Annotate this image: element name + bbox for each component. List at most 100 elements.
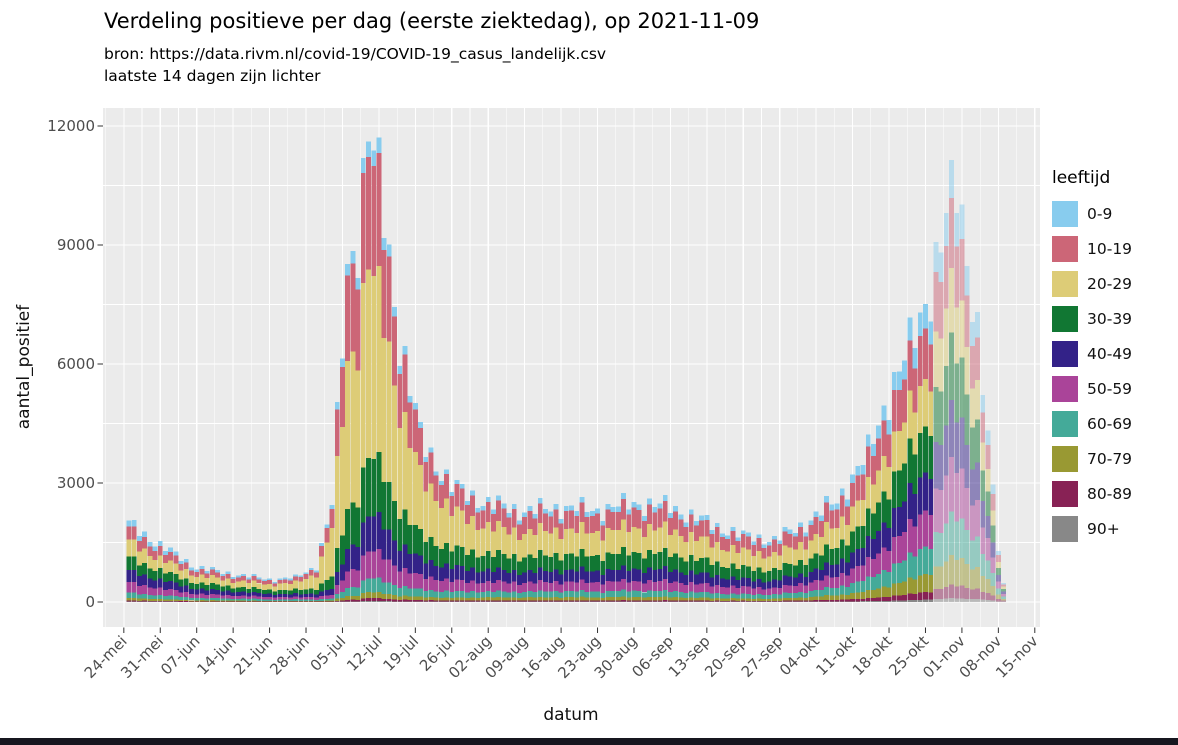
bar-day — [215, 570, 220, 602]
plot-subtitle-source: bron: https://data.rivm.nl/covid-19/COVI… — [104, 45, 607, 63]
bar-day — [876, 425, 882, 602]
plot-subtitle-note: laatste 14 dagen zijn lichter — [104, 67, 321, 85]
bar-day — [137, 536, 142, 602]
bar-day — [829, 504, 835, 602]
bar-day — [407, 395, 413, 602]
legend-swatch — [1052, 516, 1078, 542]
bar-day — [813, 511, 819, 602]
legend-label: 20-29 — [1087, 275, 1133, 293]
legend-swatch — [1052, 201, 1078, 227]
bar-day — [694, 521, 699, 602]
bar-day — [261, 579, 267, 602]
bar-day — [563, 506, 569, 602]
legend-swatch — [1052, 411, 1078, 437]
bar-day — [610, 507, 616, 602]
bar-day — [277, 578, 283, 602]
bar-day — [355, 278, 361, 602]
x-tick-label: 11-okt — [812, 632, 859, 679]
bar-day — [303, 572, 309, 602]
bar-day — [891, 372, 897, 602]
bar-day — [579, 496, 585, 602]
bar-day — [657, 503, 663, 602]
bar-day — [917, 312, 923, 602]
bar-day — [959, 204, 965, 602]
bar-day — [782, 527, 788, 602]
legend-swatch — [1052, 481, 1078, 507]
legend-swatch — [1052, 376, 1078, 402]
bar-day — [798, 522, 803, 602]
bar-day — [912, 347, 918, 602]
bar-day — [230, 577, 236, 602]
bar-day — [511, 504, 517, 602]
bar-day — [433, 471, 439, 602]
legend-label: 40-49 — [1087, 345, 1133, 363]
bar-day — [949, 160, 954, 602]
legend-label: 0-9 — [1087, 205, 1113, 223]
bar-day — [501, 503, 507, 602]
bar-day — [636, 504, 642, 602]
x-tick-label: 04-okt — [776, 632, 823, 679]
bar-day — [543, 508, 548, 602]
bar-day — [860, 465, 866, 602]
bar-day — [777, 540, 783, 602]
x-axis-title: datum — [543, 705, 599, 725]
bar-day — [855, 466, 861, 602]
bar-day — [766, 541, 772, 602]
bar-day — [485, 496, 491, 602]
bar-day — [824, 496, 829, 602]
bar-day — [870, 444, 876, 602]
bar-day — [444, 469, 449, 602]
bar-day — [152, 546, 158, 602]
bar-day — [392, 306, 397, 602]
bars-layer — [126, 137, 1006, 602]
legend-items: 0-9 10-19 20-29 30-39 40-49 50-59 60-69 70-79 80… — [1052, 201, 1176, 542]
legend-label: 50-59 — [1087, 380, 1133, 398]
bar-day — [235, 575, 241, 602]
bar-day — [157, 540, 163, 602]
bar-day — [340, 358, 345, 602]
bar-day — [537, 497, 543, 602]
bar-day — [964, 265, 970, 602]
bar-day — [319, 543, 325, 602]
bar-day — [923, 304, 928, 602]
legend-label: 30-39 — [1087, 310, 1133, 328]
bar-day — [990, 484, 996, 602]
x-tick-label: 05-jul — [307, 632, 350, 675]
legend-swatch — [1052, 271, 1078, 297]
bar-day — [626, 509, 632, 602]
legend-item: 40-49 — [1052, 341, 1176, 367]
bar-day — [652, 507, 658, 602]
bar-day — [168, 547, 174, 602]
legend-swatch — [1052, 446, 1078, 472]
bar-day — [605, 504, 611, 602]
bar-day — [589, 511, 595, 602]
bar-day — [902, 360, 908, 602]
bar-day — [199, 566, 205, 602]
bar-day — [163, 550, 168, 602]
bar-day — [907, 317, 913, 602]
bar-day — [532, 514, 538, 602]
bar-day — [897, 371, 902, 602]
bar-day — [470, 490, 476, 602]
bar-day — [584, 512, 590, 602]
bar-day — [730, 526, 736, 602]
bar-day — [397, 366, 403, 602]
legend-swatch — [1052, 341, 1078, 367]
bar-day — [865, 434, 871, 602]
bar-day — [886, 420, 892, 602]
bar-day — [673, 505, 679, 602]
legend-label: 70-79 — [1087, 450, 1133, 468]
bar-day — [464, 501, 470, 602]
bar-day — [438, 480, 444, 602]
legend-item: 90+ — [1052, 516, 1176, 542]
bar-day — [282, 577, 288, 602]
x-tick-label: 27-sep — [738, 632, 787, 681]
bar-day — [298, 575, 304, 602]
x-tick-label: 07-jun — [157, 632, 203, 678]
bar-day — [761, 544, 767, 602]
bar-day — [418, 422, 423, 602]
bar-day — [173, 551, 179, 602]
bar-day — [558, 519, 564, 602]
y-tick-label: 3000 — [57, 474, 95, 492]
